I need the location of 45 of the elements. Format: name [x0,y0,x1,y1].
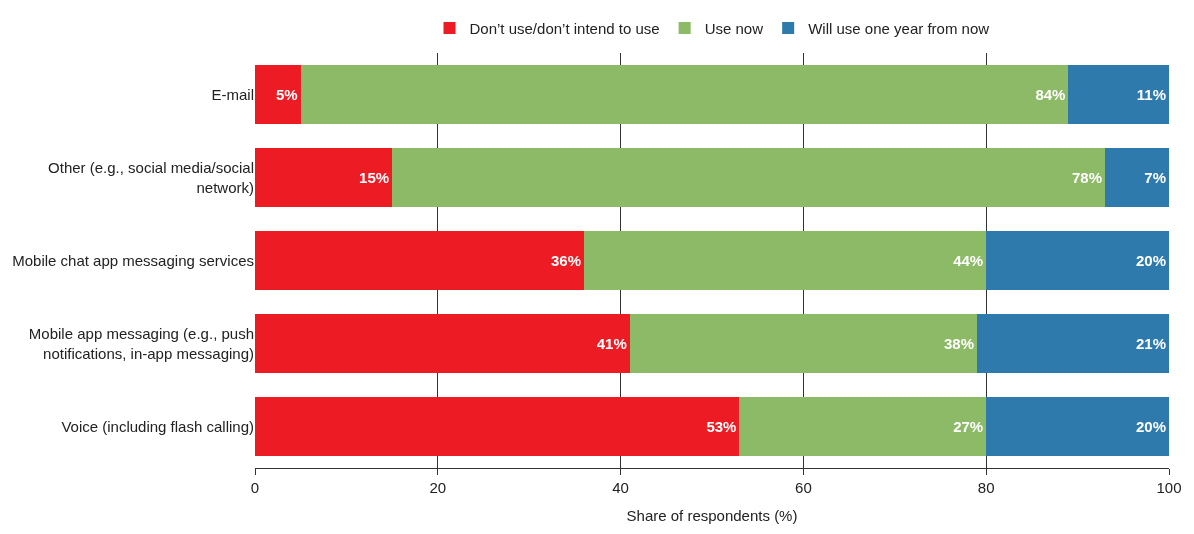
data-label: 21% [1135,335,1166,352]
legend-label: Use now [704,19,764,37]
y-tick-label: Mobile chat app messaging services [12,251,254,269]
x-tick-label: 100 [1156,479,1182,496]
data-label: 84% [1035,86,1066,103]
bar [255,64,301,125]
data-label: 44% [953,252,984,269]
data-label: 11% [1136,86,1166,103]
bar [986,230,1169,291]
bar [986,396,1169,457]
bar [255,396,740,457]
legend-label: Don’t use/don’t intend to use [469,19,660,37]
legend-label: Will use one year from now [808,19,990,37]
bar [629,313,978,374]
x-tick-label: 80 [977,479,995,496]
bar [1105,147,1169,208]
data-label: 53% [706,418,737,435]
data-label: 36% [551,252,582,269]
y-tick-label: E-mail [211,85,254,103]
data-label: 27% [953,418,984,435]
x-tick-label: 0 [250,479,260,496]
bar [300,64,1069,125]
x-tick-label: 20 [429,479,447,496]
bar [255,313,630,374]
data-label: 38% [944,335,975,352]
x-axis-title: Share of respondents (%) [626,507,798,524]
data-label: 41% [596,335,627,352]
data-label: 20% [1135,418,1166,435]
bar [255,230,585,291]
bar [1068,64,1169,125]
y-tick-label: Mobile app messaging (e.g., push notifications, in-app messaging) [28,325,254,362]
bar [255,147,393,208]
y-tick-label: Voice (including flash calling) [61,417,254,435]
data-label: 15% [359,169,390,186]
x-tick-label: 40 [612,479,629,496]
x-tick-label: 60 [795,479,812,496]
bar [392,147,1106,208]
bar [584,230,987,291]
data-label: 20% [1135,252,1166,269]
data-label: 7% [1144,169,1166,186]
bar [977,313,1169,374]
y-tick-label: Other (e.g., social media/social network) [48,159,254,196]
data-label: 5% [276,86,298,103]
bar [739,396,987,457]
data-label: 78% [1071,169,1103,186]
